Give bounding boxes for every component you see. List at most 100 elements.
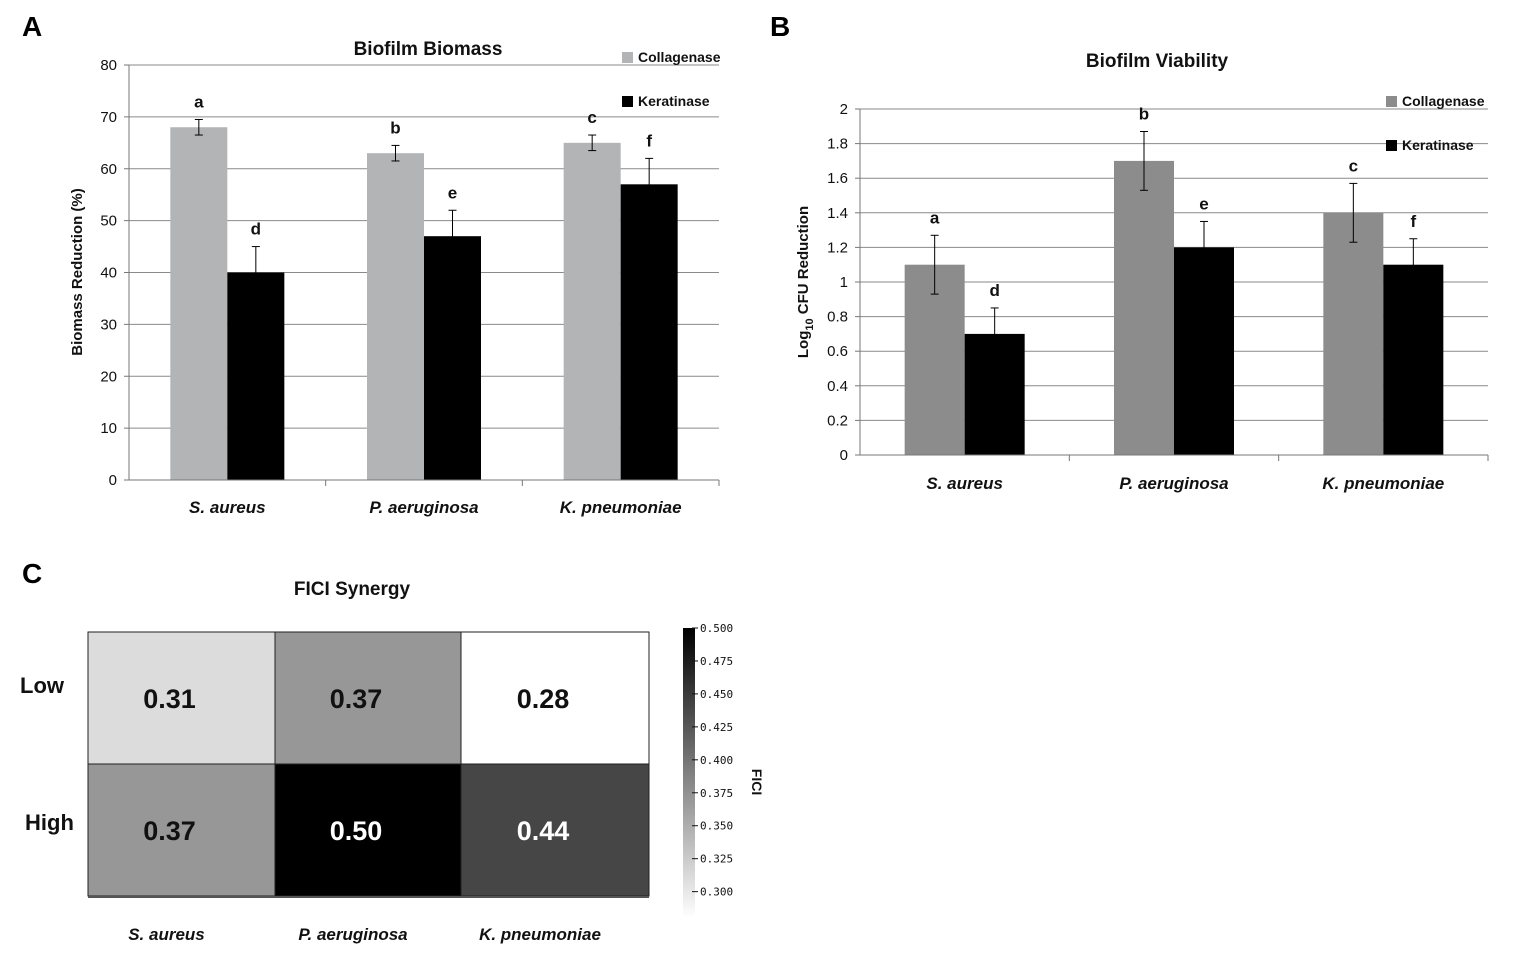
fici-colorbar: FICI 0.500 0.475 0.450 0.425 0.400 0.375 0.350… — [683, 622, 765, 918]
biomass-category-labels: S. aureus P. aeruginosa K. pneumoniae — [189, 498, 682, 517]
x-category-label: S. aureus — [189, 498, 266, 517]
significance-letter: b — [390, 118, 400, 137]
y-tick-label: 0 — [109, 472, 117, 489]
viability-bar-chart: Biofilm Viability Log10 CFU Reduction 00… — [795, 51, 1489, 493]
bar — [227, 272, 285, 480]
bar — [367, 153, 424, 480]
viability-y-label-subscript: 10 — [804, 318, 816, 330]
y-tick-label: 1.4 — [827, 205, 848, 222]
viability-category-labels: S. aureus P. aeruginosa K. pneumoniae — [926, 474, 1444, 493]
heatmap-cell-value: 0.50 — [330, 816, 383, 846]
fici-chart-title: FICI Synergy — [294, 579, 411, 600]
significance-letter: c — [1349, 156, 1358, 175]
significance-letter: e — [1199, 194, 1208, 213]
fici-heatmap: FICI Synergy 0.31 0.37 0.28 0.37 0.50 0.44 Lo… — [20, 579, 765, 944]
viability-axes — [859, 109, 1489, 461]
heatmap-cell-value: 0.44 — [517, 816, 570, 846]
legend-swatch — [622, 52, 633, 63]
bar — [563, 142, 621, 480]
fici-column-labels: S. aureus P. aeruginosa K. pneumoniae — [128, 925, 601, 944]
legend-label: Keratinase — [1402, 137, 1474, 153]
panel-letter-a: A — [22, 11, 42, 42]
y-tick-label: 1 — [840, 274, 848, 291]
y-tick-label: 0.8 — [827, 309, 848, 326]
bar — [1323, 212, 1384, 455]
biomass-y-ticks: 0 10 20 30 40 50 60 70 80 — [100, 57, 129, 489]
bar — [1383, 264, 1444, 455]
fici-colorbar-gradient — [683, 628, 695, 918]
x-category-label: S. aureus — [926, 474, 1003, 493]
viability-y-label-log: Log — [795, 331, 812, 359]
x-category-label: K. pneumoniae — [1322, 474, 1444, 493]
y-tick-label: 20 — [100, 368, 117, 385]
heatmap-cell-value: 0.37 — [330, 684, 383, 714]
x-category-label: P. aeruginosa — [369, 498, 478, 517]
y-tick-label: 70 — [100, 109, 117, 126]
heatmap-column-label: S. aureus — [128, 925, 205, 944]
heatmap-cell — [87, 631, 276, 765]
colorbar-tick-label: 0.500 — [700, 622, 733, 635]
heatmap-cell-value: 0.37 — [143, 816, 196, 846]
significance-letter: c — [587, 108, 596, 127]
significance-letter: f — [646, 131, 652, 150]
panel-letter-c: C — [22, 558, 42, 589]
viability-y-label-rest: CFU Reduction — [795, 206, 812, 319]
viability-legend: Collagenase Keratinase — [1386, 93, 1485, 153]
heatmap-column-label: K. pneumoniae — [479, 925, 601, 944]
significance-letter: f — [1410, 212, 1416, 231]
legend-swatch — [1386, 140, 1397, 151]
y-tick-label: 0 — [840, 447, 848, 464]
panel-letter-b: B — [770, 11, 790, 42]
biomass-chart-title: Biofilm Biomass — [354, 39, 503, 60]
biomass-bar-chart: Biofilm Biomass Biomass Reduction (%) 0 1… — [69, 39, 721, 517]
significance-letter: d — [251, 220, 261, 239]
legend-label: Collagenase — [1402, 93, 1485, 109]
viability-y-axis-label: Log10 CFU Reduction — [795, 206, 816, 358]
legend-label: Collagenase — [638, 49, 721, 65]
y-tick-label: 30 — [100, 316, 117, 333]
bar — [620, 184, 678, 480]
biomass-y-axis-label: Biomass Reduction (%) — [69, 188, 86, 356]
heatmap-cell — [460, 631, 650, 765]
significance-letter: a — [194, 92, 204, 111]
biomass-legend: Collagenase Keratinase — [622, 49, 721, 109]
y-tick-label: 1.6 — [827, 170, 848, 187]
fici-colorbar-label: FICI — [749, 769, 765, 795]
y-tick-label: 2 — [840, 101, 848, 118]
colorbar-tick-label: 0.450 — [700, 688, 733, 701]
y-tick-label: 80 — [100, 57, 117, 74]
fici-row-labels: Low High — [20, 673, 74, 835]
heatmap-cell — [460, 763, 650, 897]
heatmap-column-label: P. aeruginosa — [298, 925, 407, 944]
fici-heatmap-cells: 0.31 0.37 0.28 0.37 0.50 0.44 — [87, 631, 650, 898]
heatmap-row-label: High — [25, 810, 74, 835]
heatmap-cell — [274, 631, 462, 765]
colorbar-tick-label: 0.475 — [700, 655, 733, 668]
y-tick-label: 40 — [100, 265, 117, 282]
significance-letter: b — [1139, 104, 1149, 123]
y-tick-label: 0.6 — [827, 343, 848, 360]
bar — [904, 264, 965, 455]
y-tick-label: 1.2 — [827, 239, 848, 256]
y-tick-label: 0.4 — [827, 378, 848, 395]
legend-swatch — [622, 96, 633, 107]
colorbar-tick-label: 0.425 — [700, 721, 733, 734]
biomass-bars: a d b e c f — [170, 92, 678, 480]
y-tick-label: 60 — [100, 161, 117, 178]
significance-letter: d — [989, 281, 999, 300]
y-tick-label: 50 — [100, 213, 117, 230]
x-category-label: K. pneumoniae — [560, 498, 682, 517]
colorbar-tick-label: 0.325 — [700, 853, 733, 866]
bar — [170, 127, 228, 480]
colorbar-tick-label: 0.350 — [700, 820, 733, 833]
legend-label: Keratinase — [638, 93, 710, 109]
y-tick-label: 0.2 — [827, 412, 848, 429]
heatmap-cell-value: 0.28 — [517, 684, 570, 714]
biomass-axes — [128, 65, 720, 486]
heatmap-cell-value: 0.31 — [143, 684, 196, 714]
y-tick-label: 10 — [100, 420, 117, 437]
heatmap-row-label: Low — [20, 673, 65, 698]
bar — [1114, 160, 1174, 455]
colorbar-tick-label: 0.375 — [700, 787, 733, 800]
